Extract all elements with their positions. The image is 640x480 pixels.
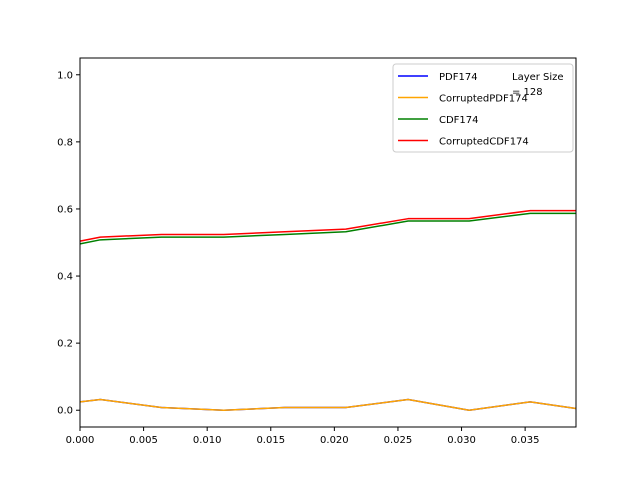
legend-label-pdf174: PDF174 xyxy=(439,72,478,83)
x-tick-label: 0.000 xyxy=(66,435,95,446)
annotation-line-1: Layer Size xyxy=(512,72,564,83)
annotation-line-2: = 128 xyxy=(512,87,543,98)
legend-box xyxy=(392,63,574,153)
series-lines xyxy=(79,209,577,411)
x-tick-label: 0.015 xyxy=(256,435,285,446)
legend-label-corruptedcdf174: CorruptedCDF174 xyxy=(439,137,529,148)
legend-entries: PDF174 CorruptedPDF174 CDF174 CorruptedCDF1… xyxy=(398,72,529,148)
series-line-corruptedpdf174 xyxy=(79,398,577,411)
plot-frame xyxy=(79,57,577,428)
x-tick-label: 0.010 xyxy=(193,435,222,446)
x-tick-label: 0.005 xyxy=(129,435,158,446)
y-tick-label: 0.8 xyxy=(57,137,73,148)
x-axis: 0.000 0.005 0.010 0.015 0.020 0.025 0.030 0.035 xyxy=(66,427,540,446)
x-tick-label: 0.025 xyxy=(384,435,413,446)
x-tick-label: 0.035 xyxy=(511,435,540,446)
x-tick-label: 0.020 xyxy=(320,435,349,446)
y-tick-label: 0.0 xyxy=(57,406,73,417)
legend: PDF174 CorruptedPDF174 CDF174 CorruptedCDF1… xyxy=(392,63,574,153)
legend-label-cdf174: CDF174 xyxy=(439,115,479,126)
y-tick-label: 0.2 xyxy=(57,339,73,350)
y-tick-label: 0.4 xyxy=(57,272,73,283)
y-tick-label: 0.6 xyxy=(57,204,73,215)
legend-label-corruptedpdf174: CorruptedPDF174 xyxy=(439,94,528,105)
series-line-cdf174 xyxy=(79,212,576,245)
series-line-corruptedcdf174 xyxy=(79,209,576,242)
y-tick-label: 1.0 xyxy=(57,70,73,81)
x-tick-label: 0.030 xyxy=(447,435,476,446)
y-axis: 0.0 0.2 0.4 0.6 0.8 1.0 xyxy=(57,70,80,417)
